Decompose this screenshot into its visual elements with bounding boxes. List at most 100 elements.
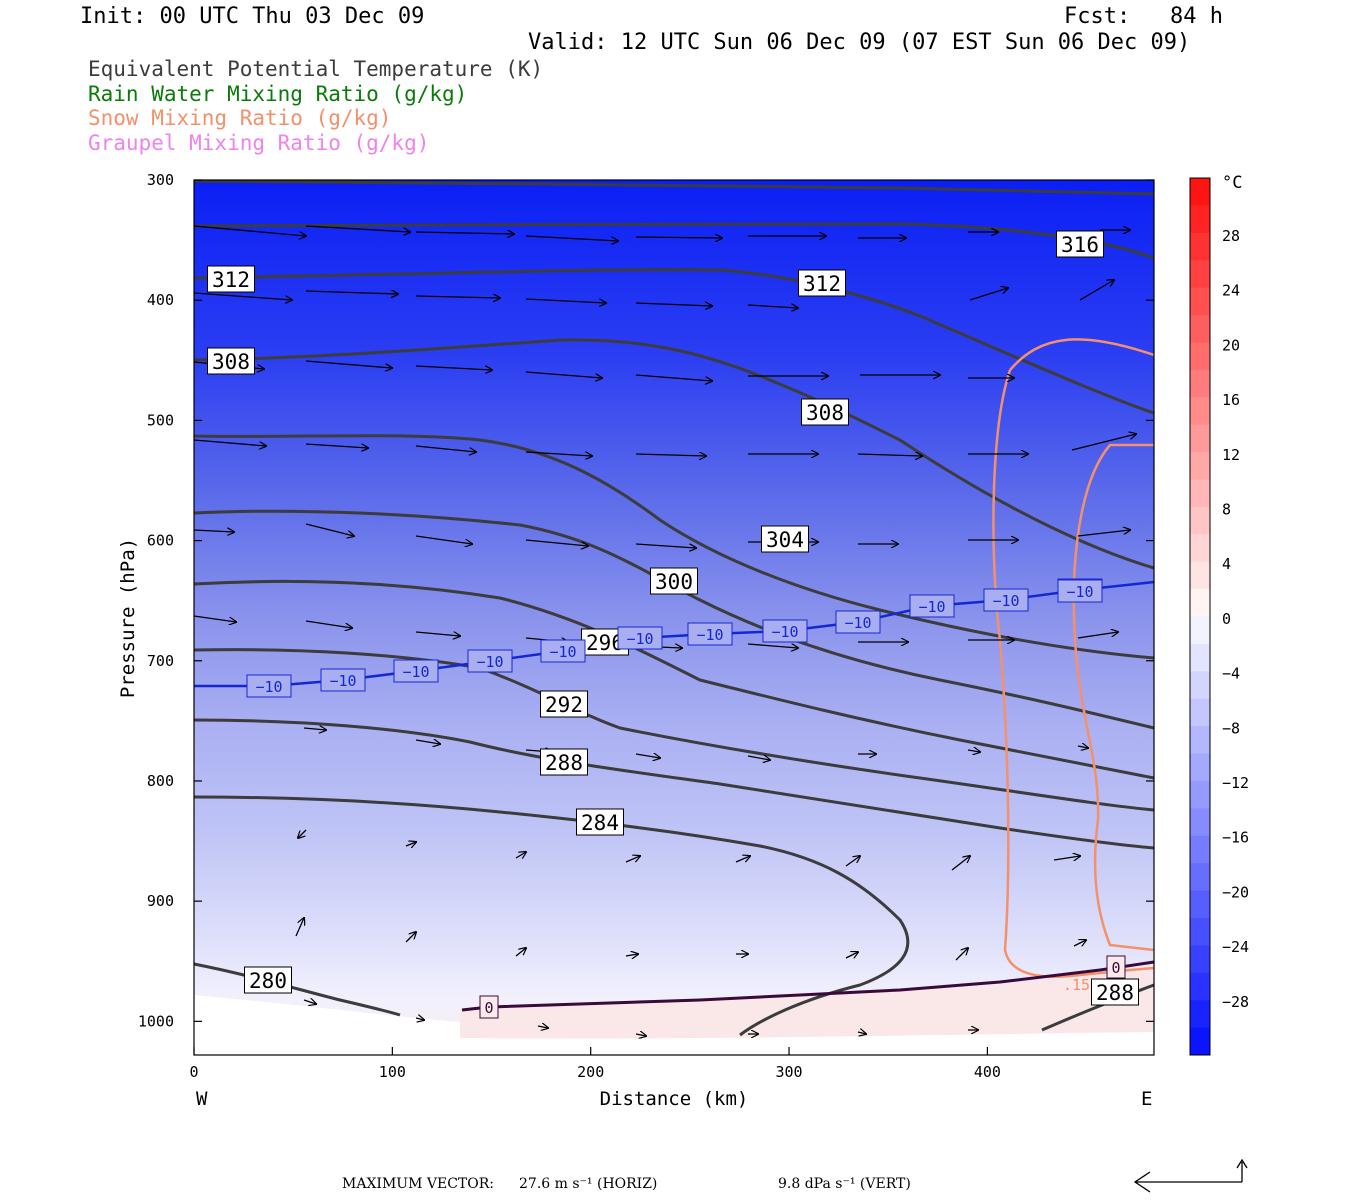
wind-vector <box>635 1034 646 1036</box>
colorbar-swatch <box>1190 1000 1210 1029</box>
colorbar-swatch <box>1190 890 1210 919</box>
wind-vector <box>405 932 416 943</box>
wind-vector <box>305 523 354 536</box>
colorbar-swatch <box>1190 479 1210 508</box>
svg-text:−10: −10 <box>626 630 653 648</box>
wind-vector <box>747 643 798 648</box>
colorbar-swatch <box>1190 506 1210 535</box>
colorbar-swatch <box>1190 561 1210 590</box>
wind-vector <box>305 360 392 368</box>
theta-e-label: 316 <box>1056 230 1104 258</box>
svg-text:−10: −10 <box>844 614 871 632</box>
wind-vector <box>298 829 307 838</box>
wind-vector <box>635 543 696 548</box>
svg-text:308: 308 <box>212 350 250 374</box>
wind-vector <box>625 954 638 956</box>
wind-vector <box>193 225 306 236</box>
colorbar-swatch <box>1190 315 1210 343</box>
wind-vector <box>193 439 266 446</box>
wind-vector <box>635 237 722 238</box>
wind-vector <box>1073 940 1086 946</box>
theta-e-contour <box>193 795 910 1037</box>
theta-e-contour <box>193 338 1155 570</box>
wind-vector <box>415 445 476 452</box>
isotherm-zero-label: 0 <box>479 995 499 1019</box>
wind-vector <box>1071 434 1136 451</box>
colorbar-swatch <box>1190 835 1210 864</box>
svg-text:−10: −10 <box>255 678 282 696</box>
theta-e-contour <box>193 718 1155 850</box>
theta-e-label: 300 <box>650 567 698 595</box>
colorbar-swatch <box>1190 945 1210 974</box>
svg-text:304: 304 <box>766 528 804 552</box>
isotherm-minus10-label: −10 <box>246 674 292 698</box>
theta-e-label: 304 <box>761 525 809 553</box>
theta-e-label: 292 <box>540 690 588 718</box>
wind-vector <box>303 728 326 730</box>
colorbar-swatch <box>1190 780 1210 809</box>
colorbar-label: −28 <box>1222 993 1249 1011</box>
temperature-shading <box>194 180 1154 1055</box>
theta-e-contour <box>193 962 401 1017</box>
wind-vector <box>635 754 660 758</box>
wind-vector <box>537 1026 548 1028</box>
svg-text:0: 0 <box>1111 959 1120 977</box>
isotherm-zero <box>461 960 1155 1012</box>
colorbar-swatch <box>1190 589 1210 617</box>
isotherm-zero-label: 0 <box>1106 955 1126 979</box>
theta-e-contour <box>193 434 1155 660</box>
isotherm-minus10-label: −10 <box>320 668 366 692</box>
terrain <box>194 995 460 1055</box>
isotherm-minus10-label: −10 <box>909 594 955 618</box>
svg-text:−10: −10 <box>329 672 356 690</box>
colorbar-swatch <box>1190 452 1210 480</box>
colorbar-swatch <box>1190 698 1210 727</box>
init-time: Init: 00 UTC Thu 03 Dec 09 <box>80 4 425 29</box>
theta-e-label: 284 <box>576 808 624 836</box>
wind-vector <box>857 454 922 456</box>
wind-vector <box>295 918 304 937</box>
x-tick-label: 300 <box>775 1063 802 1081</box>
svg-text:316: 316 <box>1061 233 1099 257</box>
theta-e-label: 308 <box>207 347 255 375</box>
wind-vector <box>305 225 410 232</box>
theta-e-label: 280 <box>244 966 292 994</box>
wind-vector <box>845 856 860 867</box>
svg-text:308: 308 <box>806 401 844 425</box>
colorbar-swatch <box>1190 726 1210 755</box>
colorbar-swatch <box>1190 671 1210 700</box>
wind-vector <box>747 756 770 760</box>
y-tick-label: 700 <box>147 652 174 670</box>
y-tick-label: 400 <box>147 291 174 309</box>
y-tick-label: 500 <box>147 411 174 429</box>
svg-text:288: 288 <box>1096 981 1134 1005</box>
wind-vector <box>955 948 968 961</box>
colorbar-label: 16 <box>1222 391 1240 409</box>
svg-text:−10: −10 <box>696 626 723 644</box>
colorbar-label: −8 <box>1222 719 1240 737</box>
wind-vector <box>1079 280 1114 301</box>
colorbar-swatch <box>1190 616 1210 645</box>
theta-e-contour <box>193 579 1155 780</box>
svg-text:292: 292 <box>545 693 583 717</box>
svg-text:312: 312 <box>803 272 841 296</box>
wind-vector <box>405 842 416 846</box>
svg-text:312: 312 <box>212 268 250 292</box>
wind-vector <box>525 371 602 378</box>
svg-text:−10: −10 <box>918 598 945 616</box>
isotherm-minus10-label: −10 <box>617 626 663 650</box>
colorbar-label: 28 <box>1222 227 1240 245</box>
colorbar-swatch <box>1190 917 1210 946</box>
wind-vector <box>193 530 234 532</box>
isotherm-minus10-label: −10 <box>540 639 586 663</box>
colorbar-swatch <box>1190 342 1210 371</box>
colorbar-swatch <box>1190 205 1210 234</box>
colorbar-swatch <box>1190 260 1210 289</box>
colorbar-label: 20 <box>1222 336 1240 354</box>
y-tick-label: 800 <box>147 772 174 790</box>
wind-vector <box>193 292 292 300</box>
svg-text:300: 300 <box>655 570 693 594</box>
colorbar-swatch <box>1190 753 1210 782</box>
colorbar-label: 12 <box>1222 446 1240 464</box>
